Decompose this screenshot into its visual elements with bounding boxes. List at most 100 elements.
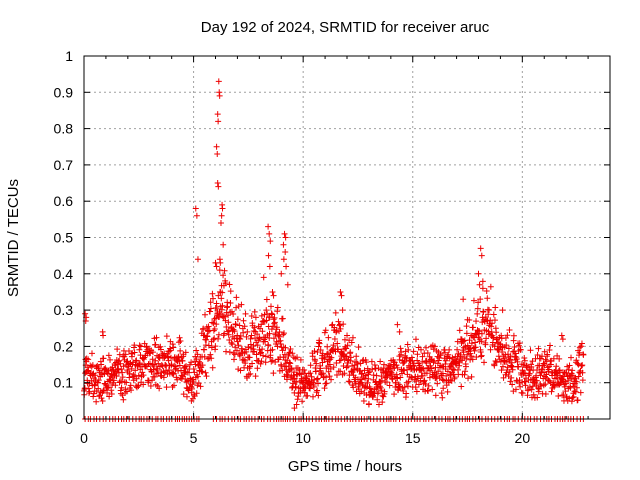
y-tick-label: 0.3 [54, 302, 74, 318]
data-point [437, 350, 444, 357]
data-point [490, 311, 497, 318]
data-point [213, 305, 220, 312]
data-point [482, 341, 489, 348]
data-point [433, 373, 440, 380]
y-tick-label: 0.4 [54, 266, 74, 282]
data-point [355, 344, 362, 351]
data-point [133, 375, 140, 382]
data-point [195, 380, 202, 387]
data-point [474, 310, 481, 317]
data-point [90, 393, 97, 400]
data-point [291, 405, 298, 412]
data-point [240, 329, 247, 336]
data-point [478, 330, 485, 337]
data-point [207, 299, 214, 306]
data-point [234, 338, 241, 345]
data-point [244, 374, 251, 381]
data-point [157, 343, 164, 350]
data-point [126, 370, 133, 377]
data-point [467, 350, 474, 357]
data-point [578, 362, 585, 369]
data-point [537, 372, 544, 379]
data-point [290, 372, 297, 379]
data-point [314, 387, 321, 394]
data-point [313, 376, 320, 383]
data-point [394, 321, 401, 328]
data-point [194, 256, 201, 263]
data-point [136, 360, 143, 367]
data-point [317, 347, 324, 354]
data-point [157, 346, 164, 353]
data-point [165, 354, 172, 361]
data-point [205, 323, 212, 330]
data-point [270, 323, 277, 330]
data-point [252, 314, 259, 321]
data-point [507, 362, 514, 369]
data-point [109, 367, 116, 374]
data-point [249, 360, 256, 367]
data-point [334, 340, 341, 347]
data-point [269, 346, 276, 353]
data-point [322, 327, 329, 334]
data-point [120, 396, 127, 403]
data-point [154, 366, 161, 373]
data-point [177, 338, 184, 345]
data-point [539, 366, 546, 373]
data-point [181, 363, 188, 370]
data-point [85, 356, 92, 363]
data-point [281, 330, 288, 337]
data-point [572, 375, 579, 382]
data-point [541, 348, 548, 355]
data-point [331, 336, 338, 343]
data-point [147, 383, 154, 390]
data-point [118, 384, 125, 391]
data-point [509, 366, 516, 373]
data-point [123, 379, 130, 386]
data-point [367, 385, 374, 392]
data-point [354, 361, 361, 368]
data-point [221, 267, 228, 274]
data-point [99, 398, 106, 405]
data-point [366, 384, 373, 391]
data-point [196, 358, 203, 365]
data-point [312, 368, 319, 375]
data-point [282, 344, 289, 351]
x-tick-label: 0 [80, 430, 88, 446]
data-point [478, 353, 485, 360]
data-point [347, 354, 354, 361]
data-point [460, 296, 467, 303]
data-point [213, 321, 220, 328]
data-point [163, 384, 170, 391]
data-point [513, 356, 520, 363]
data-points-layer [81, 78, 587, 422]
data-point [374, 396, 381, 403]
data-point [440, 385, 447, 392]
data-point [576, 344, 583, 351]
data-point [266, 263, 273, 270]
data-point [570, 383, 577, 390]
data-point [296, 370, 303, 377]
data-point [483, 287, 490, 294]
data-point [160, 374, 167, 381]
data-point [243, 348, 250, 355]
data-point [281, 230, 288, 237]
data-point [532, 378, 539, 385]
data-point [221, 313, 228, 320]
data-point [174, 356, 181, 363]
data-point [253, 351, 260, 358]
data-point [260, 274, 267, 281]
data-point [267, 238, 274, 245]
data-point [215, 292, 222, 299]
data-point [307, 362, 314, 369]
data-point [190, 378, 197, 385]
data-point [491, 343, 498, 350]
data-point [498, 367, 505, 374]
data-point [571, 388, 578, 395]
data-point [324, 350, 331, 357]
data-point [568, 354, 575, 361]
data-point [276, 328, 283, 335]
data-point [333, 371, 340, 378]
data-point [431, 357, 438, 364]
data-point [423, 357, 430, 364]
data-point [375, 401, 382, 408]
